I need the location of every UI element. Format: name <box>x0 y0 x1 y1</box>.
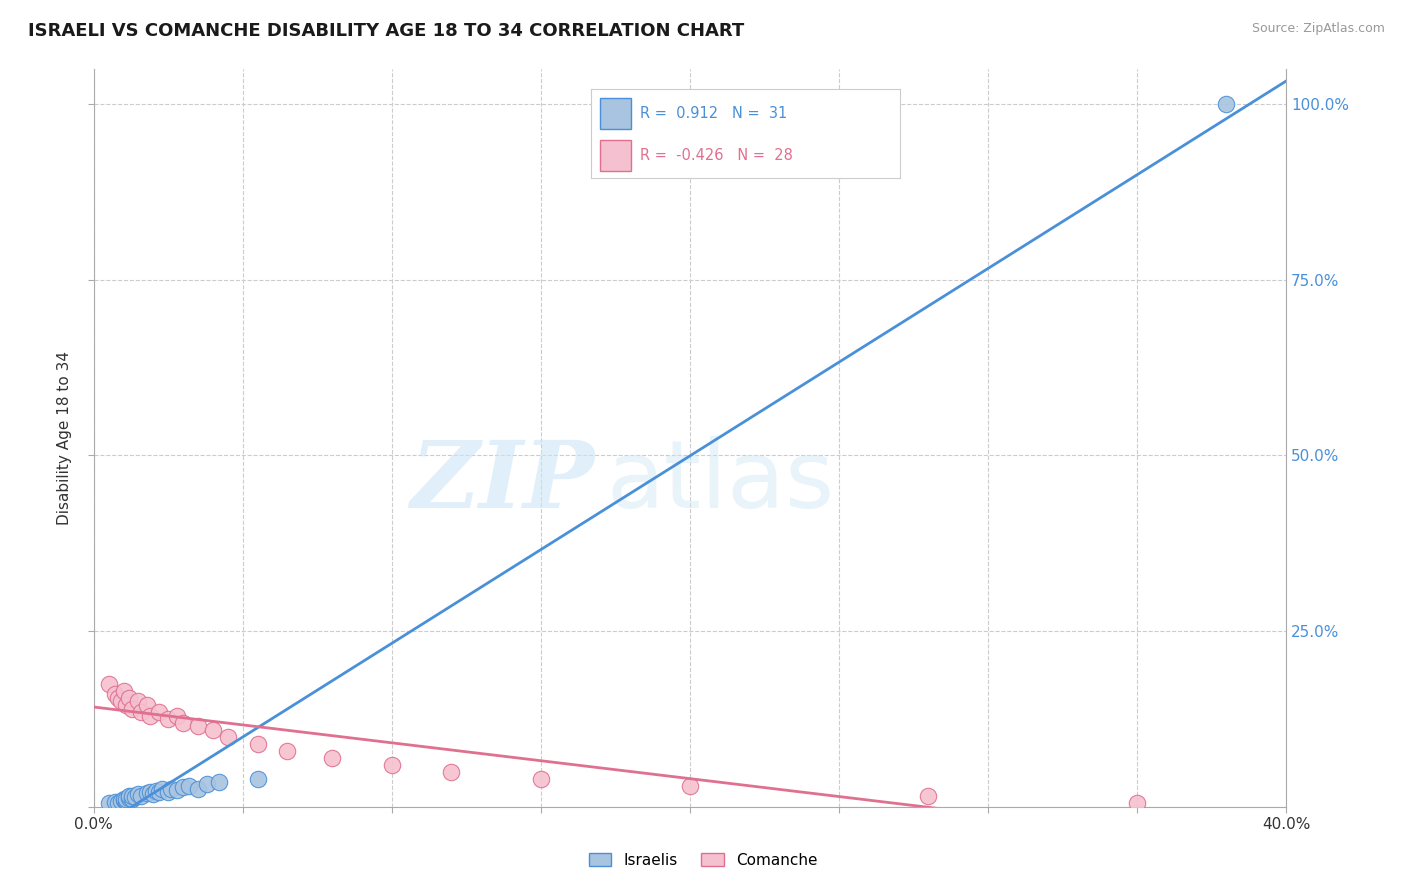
Point <box>142 787 165 801</box>
Point <box>321 750 343 764</box>
Text: ZIP: ZIP <box>411 437 595 527</box>
Point <box>127 694 149 708</box>
Point <box>166 783 188 797</box>
Point <box>136 698 159 712</box>
Point <box>157 784 180 798</box>
Point <box>103 795 125 809</box>
Point <box>97 797 120 811</box>
Point <box>679 779 702 793</box>
Point <box>246 772 269 786</box>
Bar <box>600 140 631 171</box>
Point <box>118 790 141 805</box>
Point <box>110 794 132 808</box>
Point <box>177 779 200 793</box>
Text: R =  0.912   N =  31: R = 0.912 N = 31 <box>640 106 787 121</box>
Point <box>148 705 170 719</box>
Point <box>381 757 404 772</box>
Point <box>157 712 180 726</box>
Point <box>115 698 138 712</box>
Point <box>97 677 120 691</box>
Point <box>121 791 143 805</box>
Point <box>440 764 463 779</box>
Point <box>139 784 162 798</box>
Point <box>187 719 209 733</box>
Point <box>124 790 146 805</box>
Point <box>150 782 173 797</box>
Point <box>172 715 194 730</box>
Text: R =  -0.426   N =  28: R = -0.426 N = 28 <box>640 148 793 163</box>
Point <box>110 694 132 708</box>
Bar <box>600 98 631 129</box>
Legend: Israelis, Comanche: Israelis, Comanche <box>581 845 825 875</box>
Point <box>201 723 224 737</box>
Point <box>139 708 162 723</box>
Point <box>115 794 138 808</box>
Point <box>107 796 129 810</box>
Point <box>1126 797 1149 811</box>
Point <box>107 690 129 705</box>
Y-axis label: Disability Age 18 to 34: Disability Age 18 to 34 <box>58 351 72 524</box>
Point <box>112 793 135 807</box>
Point <box>917 789 939 804</box>
Point <box>131 705 153 719</box>
Point <box>115 792 138 806</box>
Point <box>136 786 159 800</box>
Point <box>276 744 298 758</box>
Point <box>148 785 170 799</box>
Point <box>166 708 188 723</box>
Point <box>208 775 231 789</box>
Point <box>118 690 141 705</box>
Point <box>160 781 183 796</box>
Point <box>187 781 209 796</box>
Point <box>1215 96 1237 111</box>
Point <box>121 789 143 803</box>
Point <box>530 772 553 786</box>
Point <box>103 688 125 702</box>
Point <box>127 787 149 801</box>
Point <box>118 789 141 804</box>
Text: Source: ZipAtlas.com: Source: ZipAtlas.com <box>1251 22 1385 36</box>
Text: ISRAELI VS COMANCHE DISABILITY AGE 18 TO 34 CORRELATION CHART: ISRAELI VS COMANCHE DISABILITY AGE 18 TO… <box>28 22 744 40</box>
Point <box>145 784 167 798</box>
Point <box>121 701 143 715</box>
Point <box>217 730 239 744</box>
Point <box>246 737 269 751</box>
Point <box>131 789 153 803</box>
Point <box>172 780 194 795</box>
Text: atlas: atlas <box>606 436 835 528</box>
Point <box>112 791 135 805</box>
Point <box>112 684 135 698</box>
Point <box>195 777 218 791</box>
